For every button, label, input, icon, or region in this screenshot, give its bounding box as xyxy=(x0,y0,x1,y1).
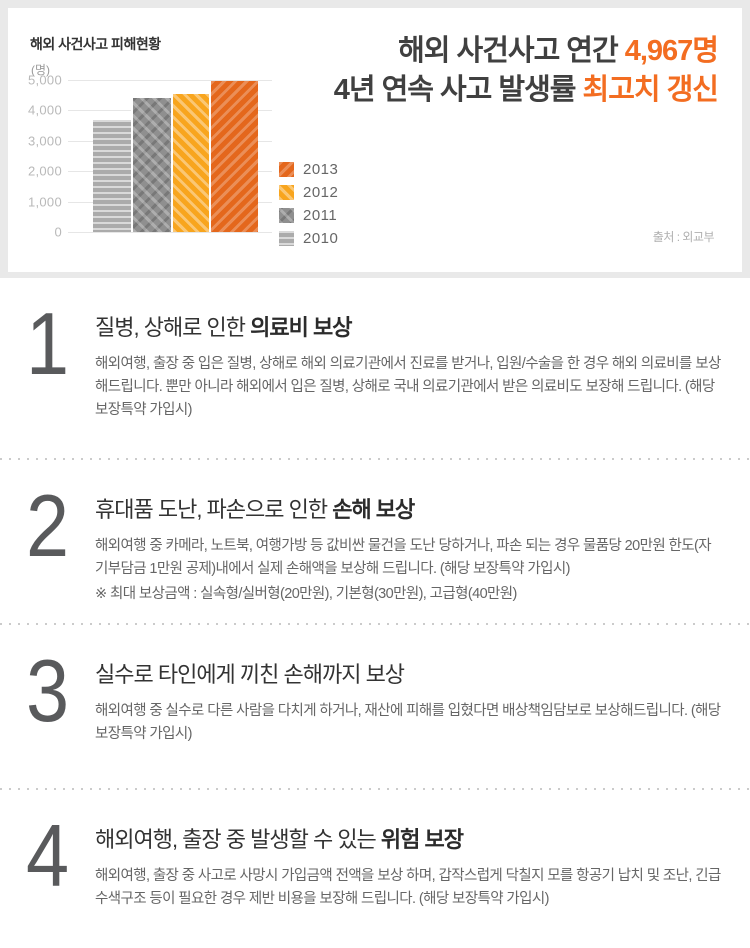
bar-2013 xyxy=(209,81,258,232)
legend-label: 2011 xyxy=(303,207,338,224)
section-title: 해외여행, 출장 중 발생할 수 있는 위험 보장 xyxy=(95,822,722,854)
legend-label: 2013 xyxy=(303,161,339,178)
y-tick-label: 2,000 xyxy=(27,163,62,179)
y-tick-label: 1,000 xyxy=(27,194,62,210)
y-tick-label: 3,000 xyxy=(27,133,62,149)
section-body: 해외여행 중 실수로 다른 사람을 다치게 하거나, 재산에 피해를 입혔다면 … xyxy=(95,703,721,743)
dotted-divider xyxy=(0,623,750,626)
hero-headline: 해외 사건사고 연간 4,967명 4년 연속 사고 발생률 최고치 갱신 xyxy=(333,32,719,110)
section-note: ※ 최대 보상금액 : 실속형/실버형(20만원), 기본형(30만원), 고급… xyxy=(95,585,517,602)
section-title-regular: 질병, 상해로 인한 xyxy=(95,315,251,340)
section-title-bold: 손해 보상 xyxy=(332,496,415,522)
hero-frame: 해외 사건사고 피해현황 (명) 5,000 4,000 3,000 2,000… xyxy=(0,0,750,278)
section-title-regular: 실수로 타인에게 끼친 손해까지 보상 xyxy=(95,662,405,688)
legend-swatch-2012 xyxy=(279,185,294,200)
hero-card: 해외 사건사고 피해현황 (명) 5,000 4,000 3,000 2,000… xyxy=(8,8,742,272)
section-title-bold: 위험 보장 xyxy=(380,827,464,853)
chart-unit-label: (명) xyxy=(31,63,51,77)
benefit-section-4: 4 해외여행, 출장 중 발생할 수 있는 위험 보장 해외여행, 출장 중 사… xyxy=(0,790,750,931)
legend-label: 2012 xyxy=(303,184,339,201)
benefit-section-2: 2 휴대품 도난, 파손으로 인한 손해 보상 해외여행 중 카메라, 노트북,… xyxy=(0,460,750,624)
section-title: 휴대품 도난, 파손으로 인한 손해 보상 xyxy=(95,492,722,524)
legend-item-2013: 2013 xyxy=(279,158,338,181)
chart-title: 해외 사건사고 피해현황 xyxy=(30,36,161,52)
y-tick-label: 0 xyxy=(54,224,62,240)
legend-swatch-2010 xyxy=(279,231,294,246)
headline-line1-text: 해외 사건사고 연간 xyxy=(398,35,625,67)
y-axis: 5,000 4,000 3,000 2,000 1,000 0 xyxy=(14,73,62,240)
benefit-sections: 1 질병, 상해로 인한 의료비 보상 해외여행, 출장 중 입은 질병, 상해… xyxy=(0,278,750,932)
headline-line2-text: 4년 연속 사고 발생률 xyxy=(333,74,583,106)
section-body: 해외여행, 출장 중 입은 질병, 상해로 해외 의료기관에서 진료를 받거나,… xyxy=(95,356,721,418)
section-title-regular: 해외여행, 출장 중 발생할 수 있는 xyxy=(95,827,381,853)
legend-swatch-2011 xyxy=(279,208,294,223)
headline-line1-highlight: 4,967명 xyxy=(624,35,719,67)
section-number: 3 xyxy=(26,641,70,741)
section-number: 4 xyxy=(26,806,70,906)
y-tick-label: 5,000 xyxy=(27,72,62,88)
legend-item-2012: 2012 xyxy=(279,181,338,204)
section-title-bold: 의료비 보상 xyxy=(250,315,352,340)
legend-item-2011: 2011 xyxy=(279,204,338,227)
section-number: 2 xyxy=(26,475,70,575)
dotted-divider xyxy=(0,457,750,460)
legend-item-2010: 2010 xyxy=(279,227,338,250)
section-number: 1 xyxy=(26,294,70,393)
section-title: 질병, 상해로 인한 의료비 보상 xyxy=(95,310,722,342)
headline-line2-highlight: 최고치 갱신 xyxy=(582,74,719,106)
bar-chart-plot xyxy=(68,80,272,233)
benefit-section-1: 1 질병, 상해로 인한 의료비 보상 해외여행, 출장 중 입은 질병, 상해… xyxy=(0,278,750,458)
dotted-divider xyxy=(0,788,750,791)
section-title: 실수로 타인에게 끼친 손해까지 보상 xyxy=(95,657,722,689)
section-body: 해외여행 중 카메라, 노트북, 여행가방 등 값비싼 물건을 도난 당하거나,… xyxy=(95,537,712,577)
y-tick-label: 4,000 xyxy=(27,102,62,118)
chart-source: 출처 : 외교부 xyxy=(652,230,715,244)
legend-swatch-2013 xyxy=(279,162,294,177)
section-body: 해외여행, 출장 중 사고로 사망시 가입금액 전액을 보상 하며, 갑작스럽게… xyxy=(95,868,721,908)
chart-legend: 2013 2012 2011 2010 xyxy=(279,158,338,250)
benefit-section-3: 3 실수로 타인에게 끼친 손해까지 보상 해외여행 중 실수로 다른 사람을 … xyxy=(0,625,750,788)
gridline xyxy=(68,232,272,233)
gridline xyxy=(68,80,272,81)
section-title-regular: 휴대품 도난, 파손으로 인한 xyxy=(95,496,333,522)
legend-label: 2010 xyxy=(303,230,339,247)
